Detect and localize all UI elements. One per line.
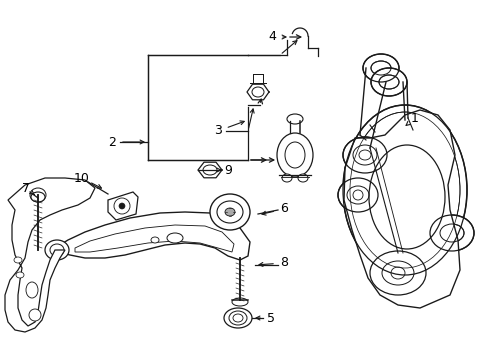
Ellipse shape (203, 165, 217, 175)
Ellipse shape (16, 272, 24, 278)
Text: 9: 9 (224, 163, 232, 176)
Ellipse shape (343, 137, 387, 173)
Ellipse shape (363, 54, 399, 82)
Ellipse shape (119, 203, 125, 209)
Ellipse shape (370, 251, 426, 295)
Ellipse shape (29, 309, 41, 321)
Text: 5: 5 (267, 311, 275, 324)
Ellipse shape (277, 133, 313, 177)
Ellipse shape (343, 105, 467, 275)
Ellipse shape (282, 174, 292, 182)
Ellipse shape (31, 192, 45, 202)
Ellipse shape (371, 68, 407, 96)
Text: 8: 8 (280, 256, 288, 270)
Ellipse shape (287, 114, 303, 124)
Ellipse shape (167, 233, 183, 243)
Ellipse shape (225, 208, 235, 216)
Text: 2: 2 (108, 135, 116, 148)
Ellipse shape (369, 145, 445, 249)
Ellipse shape (338, 178, 378, 212)
Ellipse shape (45, 240, 69, 260)
Text: 6: 6 (280, 202, 288, 216)
Polygon shape (344, 110, 460, 308)
Ellipse shape (224, 308, 252, 328)
Ellipse shape (229, 311, 247, 325)
Ellipse shape (151, 237, 159, 243)
Ellipse shape (232, 298, 248, 306)
Ellipse shape (252, 87, 264, 97)
Polygon shape (55, 212, 250, 260)
Text: 7: 7 (22, 181, 30, 194)
Ellipse shape (14, 257, 22, 263)
Polygon shape (5, 178, 95, 332)
Ellipse shape (30, 188, 46, 202)
Polygon shape (108, 192, 138, 220)
Text: 10: 10 (74, 171, 90, 184)
Ellipse shape (430, 215, 474, 251)
Text: 4: 4 (268, 31, 276, 44)
Ellipse shape (233, 314, 243, 322)
Text: 3: 3 (214, 125, 222, 138)
Ellipse shape (298, 174, 308, 182)
Text: 1: 1 (411, 112, 419, 125)
Ellipse shape (210, 194, 250, 230)
Ellipse shape (26, 282, 38, 298)
